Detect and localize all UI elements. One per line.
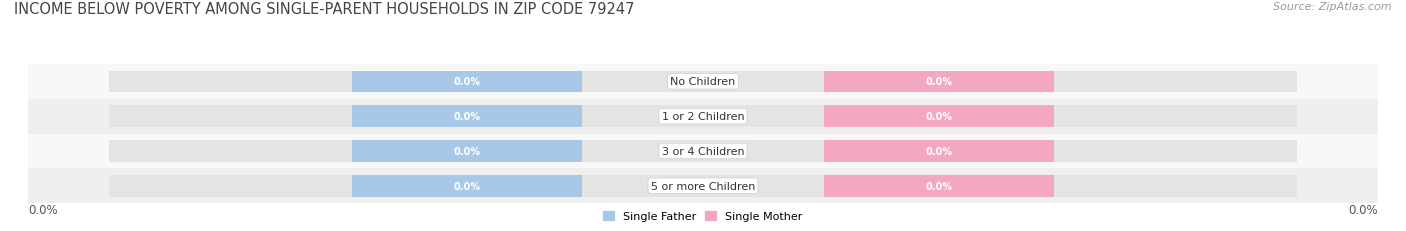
Bar [110, 71, 703, 93]
Bar [824, 175, 1054, 197]
Bar [703, 175, 1296, 197]
Text: No Children: No Children [671, 77, 735, 87]
Bar [824, 106, 1054, 128]
Bar [352, 106, 582, 128]
Text: 0.0%: 0.0% [28, 203, 58, 216]
Bar [352, 175, 582, 197]
Bar [28, 169, 1378, 203]
Text: 5 or more Children: 5 or more Children [651, 181, 755, 191]
Text: 0.0%: 0.0% [453, 77, 481, 87]
Text: 0.0%: 0.0% [925, 112, 953, 122]
Text: 0.0%: 0.0% [453, 112, 481, 122]
Bar [352, 71, 582, 93]
Bar [824, 140, 1054, 162]
Bar [110, 140, 703, 162]
Text: 0.0%: 0.0% [453, 181, 481, 191]
Text: 0.0%: 0.0% [453, 146, 481, 156]
Bar [110, 175, 703, 197]
Text: 0.0%: 0.0% [925, 77, 953, 87]
Text: 1 or 2 Children: 1 or 2 Children [662, 112, 744, 122]
Text: 3 or 4 Children: 3 or 4 Children [662, 146, 744, 156]
Text: 0.0%: 0.0% [1348, 203, 1378, 216]
Bar [110, 106, 703, 128]
Bar [703, 140, 1296, 162]
Bar [28, 134, 1378, 169]
Legend: Single Father, Single Mother: Single Father, Single Mother [599, 206, 807, 225]
Text: Source: ZipAtlas.com: Source: ZipAtlas.com [1274, 2, 1392, 12]
Bar [28, 99, 1378, 134]
Bar [824, 71, 1054, 93]
Text: 0.0%: 0.0% [925, 181, 953, 191]
Bar [703, 106, 1296, 128]
Bar [28, 65, 1378, 99]
Text: INCOME BELOW POVERTY AMONG SINGLE-PARENT HOUSEHOLDS IN ZIP CODE 79247: INCOME BELOW POVERTY AMONG SINGLE-PARENT… [14, 2, 634, 17]
Text: 0.0%: 0.0% [925, 146, 953, 156]
Bar [352, 140, 582, 162]
Bar [703, 71, 1296, 93]
